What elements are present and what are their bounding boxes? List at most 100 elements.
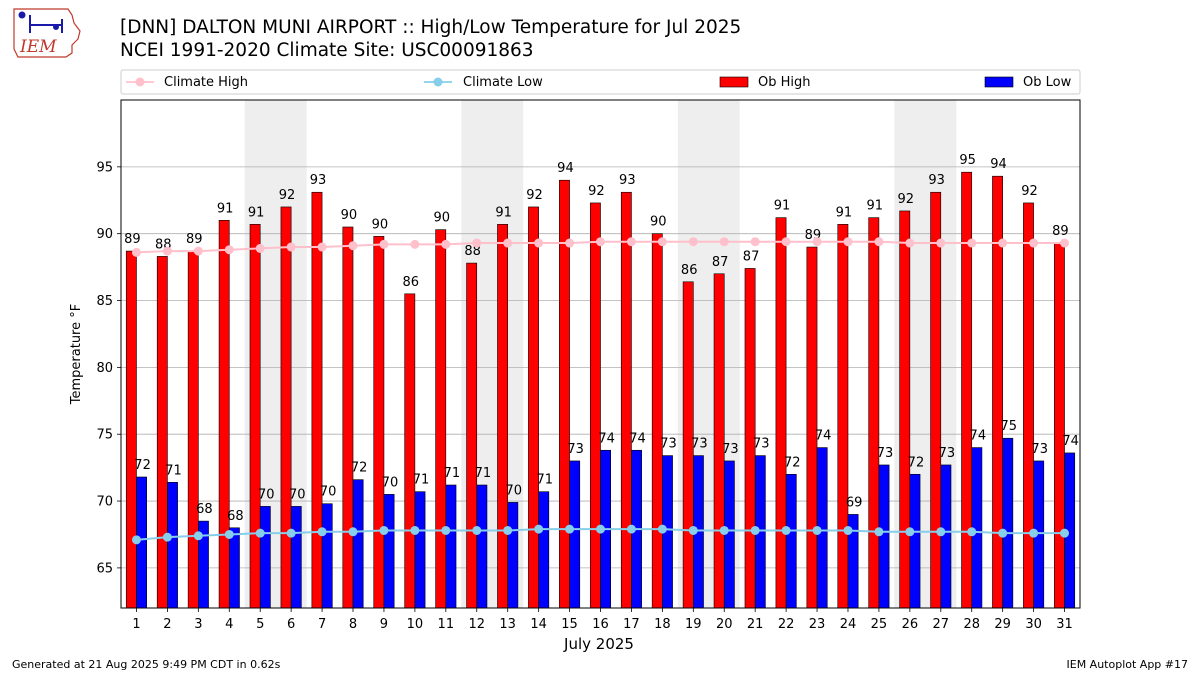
y-axis-label: Temperature °F [69,304,84,405]
x-tick-label: 19 [685,617,702,632]
y-tick-label: 95 [96,160,113,175]
ob-high-bar [373,236,385,609]
app-credit: IEM Autoplot App #17 [1066,658,1189,671]
ob-high-value-label: 91 [867,199,884,214]
ob-low-bar [940,464,952,609]
ob-low-value-label: 73 [877,446,894,461]
ob-low-bar [321,503,333,609]
climate-low-point [874,527,884,537]
ob-low-value-label: 70 [320,485,337,500]
climate-high-point [936,238,946,248]
climate-low-point [565,524,575,534]
ob-low-bar [507,502,519,609]
climate-high-point [905,238,915,248]
ob-high-bar [899,210,911,609]
ob-low-value-label: 70 [382,475,399,490]
climate-low-point [936,527,946,537]
ob-high-value-label: 88 [464,244,481,259]
ob-low-value-label: 73 [567,442,584,457]
legend-climate-high-label: Climate High [164,75,248,90]
ob-low-bar [785,474,797,609]
ob-low-bar [259,506,271,609]
x-tick-label: 27 [933,617,950,632]
ob-high-value-label: 93 [928,173,945,188]
ob-high-bar [930,191,942,609]
x-tick-label: 22 [778,617,795,632]
ob-high-bar [342,226,354,609]
climate-low-point [286,528,296,538]
climate-high-point [812,237,822,247]
ob-high-value-label: 94 [990,157,1007,172]
ob-high-bar [961,171,973,609]
ob-high-value-label: 93 [619,173,636,188]
ob-high-value-label: 86 [403,275,420,290]
ob-low-value-label: 68 [227,509,244,524]
ob-high-value-label: 92 [588,184,605,199]
ob-low-value-label: 70 [506,483,523,498]
ob-low-value-label: 73 [753,437,770,452]
climate-low-point [781,525,791,535]
climate-high-point [967,238,977,248]
x-tick-label: 13 [499,617,516,632]
x-tick-label: 1 [132,617,140,632]
iem-logo: IEM [13,8,81,58]
climate-high-point [657,237,667,247]
ob-high-value-label: 93 [310,173,327,188]
ob-high-value-label: 90 [341,208,358,223]
x-axis-label: July 2025 [563,635,634,653]
ob-low-value-label: 73 [660,437,677,452]
x-tick-label: 28 [963,617,980,632]
ob-low-value-label: 73 [722,442,739,457]
ob-low-bar [290,506,302,609]
ob-low-value-label: 74 [815,429,832,444]
chart-title: [DNN] DALTON MUNI AIRPORT :: High/Low Te… [120,17,742,38]
x-tick-label: 10 [407,617,424,632]
legend-ob-low: Ob Low [984,75,1072,90]
x-tick-label: 23 [809,617,826,632]
climate-high-point [843,237,853,247]
ob-low-bar [1002,437,1014,609]
generated-timestamp: Generated at 21 Aug 2025 9:49 PM CDT in … [12,658,281,671]
x-tick-label: 16 [592,617,609,632]
ob-high-value-label: 89 [186,232,203,247]
ob-high-bar [651,233,663,609]
ob-low-value-label: 70 [289,487,306,502]
ob-high-value-label: 94 [557,161,574,176]
x-tick-label: 15 [561,617,578,632]
x-tick-label: 3 [194,617,202,632]
ob-low-value-label: 72 [351,461,368,476]
y-tick-label: 70 [96,495,113,510]
climate-high-point [255,243,265,253]
ob-high-value-label: 90 [433,211,450,226]
x-tick-label: 30 [1025,617,1042,632]
climate-low-point [255,528,265,538]
ob-high-value-label: 92 [279,188,296,203]
climate-high-point [596,237,605,247]
x-tick-label: 9 [380,617,388,632]
legend-climate-low-label: Climate Low [463,75,543,90]
climate-low-point [967,527,977,537]
ob-low-bar [167,482,178,609]
ob-low-bar [909,474,921,609]
ob-low-value-label: 68 [196,502,213,517]
climate-high-point [1029,238,1039,248]
chart-subtitle: NCEI 1991-2020 Climate Site: USC00091863 [120,40,534,61]
climate-low-point [379,525,389,535]
ob-high-value-label: 89 [124,232,141,247]
ob-high-bar [404,293,416,609]
y-tick-label: 85 [96,294,113,309]
ob-low-value-label: 69 [846,495,863,510]
ob-low-value-label: 75 [1000,419,1017,434]
climate-high-point [224,245,234,255]
legend-climate-low: Climate Low [424,75,543,90]
climate-low-point [812,525,822,535]
ob-high-bar [620,191,632,609]
climate-high-point [503,238,513,248]
ob-low-bar [445,484,457,609]
ob-low-value-label: 74 [1062,434,1079,449]
legend-ob-high-label: Ob High [758,75,811,90]
climate-low-point [688,525,698,535]
climate-high-point [874,237,884,247]
x-tick-label: 18 [654,617,671,632]
ob-high-value-label: 86 [681,263,698,278]
